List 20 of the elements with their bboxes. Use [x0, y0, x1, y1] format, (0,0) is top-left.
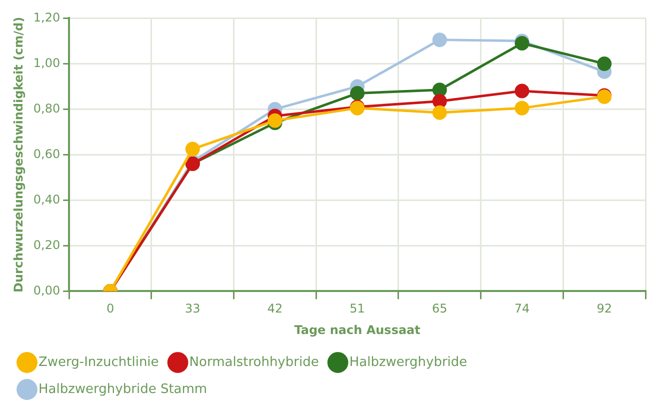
y-tick-label: 1,00	[33, 56, 60, 70]
y-tick-label: 0,40	[33, 192, 60, 206]
y-tick-label: 0,80	[33, 101, 60, 116]
x-tick-label: 65	[432, 302, 448, 316]
y-tick-label: 0,60	[33, 146, 60, 161]
legend-label: Normalstrohhybride	[189, 354, 319, 370]
legend-label: Halbzwerghybride	[349, 354, 468, 370]
y-tick-label: 1,20	[33, 10, 60, 24]
x-tick-label: 0	[106, 302, 114, 316]
legend-label: Zwerg-Inzuchtlinie	[38, 354, 159, 370]
x-axis-title: Tage nach Aussaat	[294, 322, 421, 337]
x-tick-label: 42	[267, 302, 283, 316]
legend-label: Halbzwerghybride Stamm	[38, 382, 208, 397]
y-tick-label: 0,20	[33, 238, 60, 252]
x-tick-label: 92	[596, 302, 612, 316]
y-axis-title: Durchwurzelungsgeschwindigkeit (cm/d)	[11, 16, 26, 293]
x-tick-label: 33	[184, 302, 200, 316]
x-tick-label: 51	[350, 302, 365, 316]
x-tick-label: 74	[514, 302, 530, 316]
y-tick-label: 0,00	[33, 283, 60, 298]
